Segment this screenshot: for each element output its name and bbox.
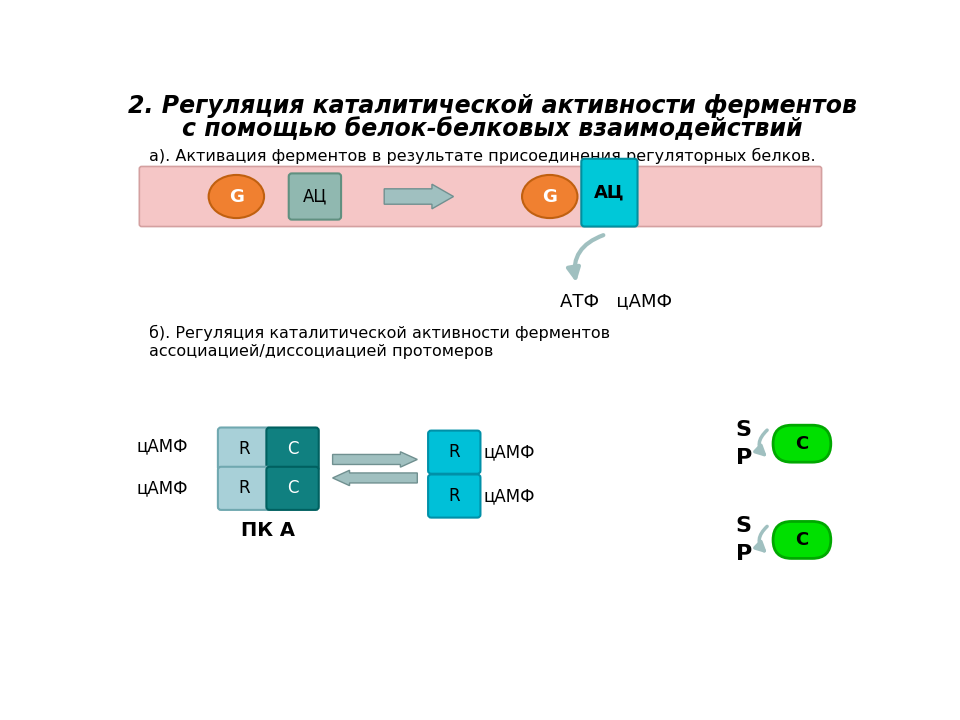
Text: R: R [448, 443, 460, 461]
FancyBboxPatch shape [266, 428, 319, 471]
Ellipse shape [522, 175, 578, 218]
Text: цАМФ: цАМФ [136, 480, 188, 498]
Ellipse shape [208, 175, 264, 218]
FancyArrow shape [332, 451, 418, 467]
Text: G: G [228, 187, 244, 205]
Text: R: R [448, 487, 460, 505]
Text: S: S [735, 420, 752, 440]
FancyBboxPatch shape [266, 467, 319, 510]
Text: R: R [238, 440, 250, 458]
FancyBboxPatch shape [582, 159, 637, 227]
Text: C: C [287, 480, 299, 498]
Text: C: C [795, 531, 808, 549]
Text: C: C [287, 440, 299, 458]
FancyBboxPatch shape [218, 428, 271, 471]
Text: G: G [542, 187, 557, 205]
Text: с помощью белок-белковых взаимодействий: с помощью белок-белковых взаимодействий [181, 117, 803, 141]
Text: АЦ: АЦ [594, 184, 625, 202]
Text: цАМФ: цАМФ [484, 443, 535, 461]
FancyArrow shape [332, 470, 418, 486]
Text: ПК А: ПК А [241, 521, 296, 540]
FancyBboxPatch shape [773, 521, 830, 559]
Text: АТФ   цАМФ: АТФ цАМФ [560, 293, 672, 311]
FancyBboxPatch shape [428, 431, 480, 474]
Text: C: C [795, 435, 808, 453]
FancyBboxPatch shape [218, 467, 271, 510]
Text: S: S [735, 516, 752, 536]
Text: цАМФ: цАМФ [484, 487, 535, 505]
Text: а). Активация ферментов в результате присоединения регуляторных белков.: а). Активация ферментов в результате при… [150, 148, 816, 164]
Text: АЦ: АЦ [302, 187, 327, 205]
Text: б). Регуляция каталитической активности ферментов
ассоциацией/диссоциацией прото: б). Регуляция каталитической активности … [150, 325, 611, 359]
Text: 2. Регуляция каталитической активности ферментов: 2. Регуляция каталитической активности ф… [128, 94, 856, 118]
Text: цАМФ: цАМФ [136, 438, 188, 456]
FancyBboxPatch shape [428, 474, 480, 518]
Text: R: R [238, 480, 250, 498]
FancyArrow shape [384, 184, 453, 209]
FancyBboxPatch shape [773, 426, 830, 462]
Text: P: P [735, 448, 752, 467]
FancyBboxPatch shape [139, 166, 822, 227]
Text: P: P [735, 544, 752, 564]
FancyBboxPatch shape [289, 174, 341, 220]
